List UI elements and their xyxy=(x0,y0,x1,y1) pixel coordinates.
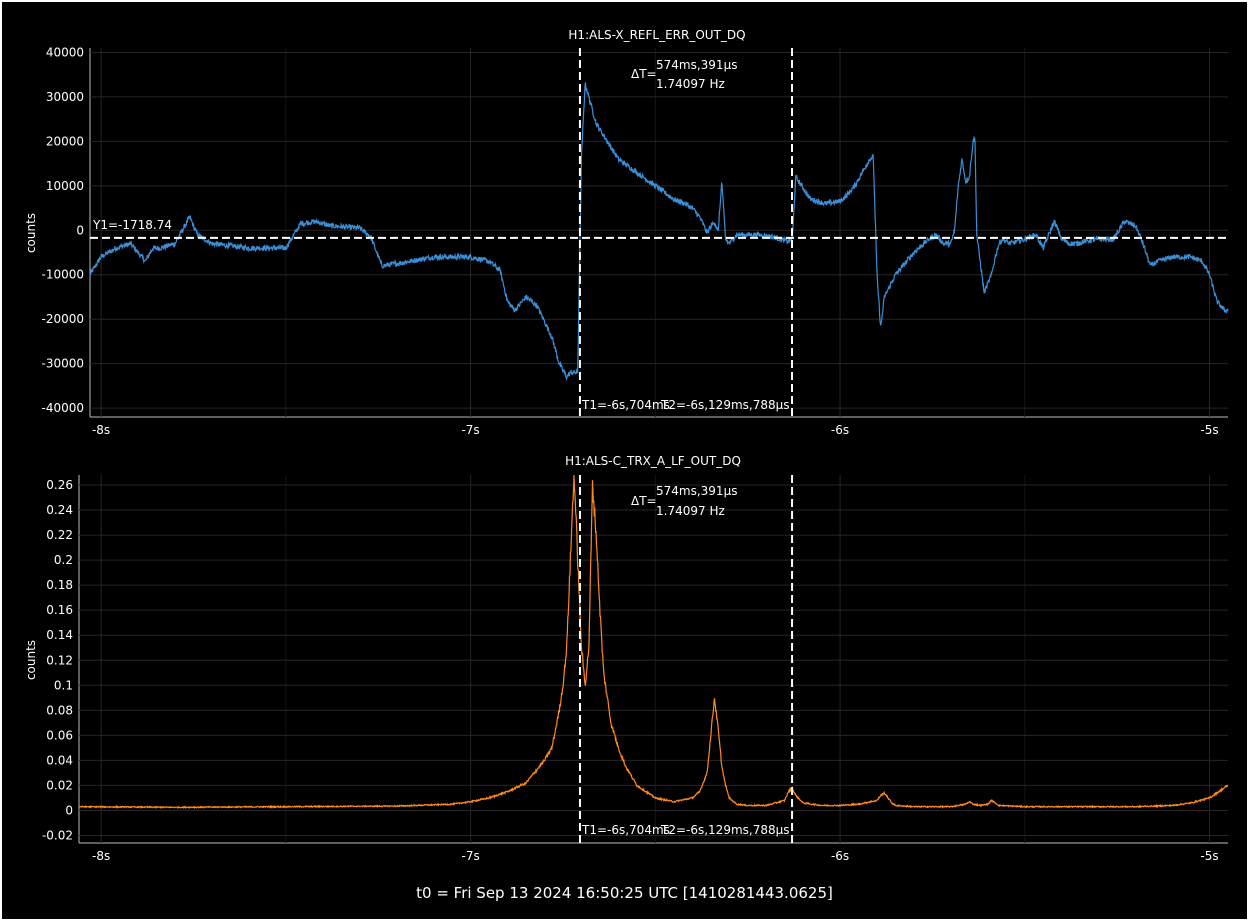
bottom-x-ticks: -8s -7s -6s -5s xyxy=(92,849,1219,863)
top-plot-title: H1:ALS-X_REFL_ERR_OUT_DQ xyxy=(568,28,745,42)
top-x-tick-label: -7s xyxy=(461,423,479,437)
time-reference-footer: t0 = Fri Sep 13 2024 16:50:25 UTC [14102… xyxy=(416,884,833,902)
bottom-delta-freq: 1.74097 Hz xyxy=(656,504,725,518)
bot-y-tick-label: 0.26 xyxy=(46,478,73,492)
bot-y-tick-label: 0.22 xyxy=(46,528,73,542)
top-t2-label: T2=-6s,129ms,788μs xyxy=(660,398,790,412)
top-y-tick-label: 10000 xyxy=(46,179,84,193)
bottom-grid xyxy=(78,475,1228,844)
bot-y-tick-label: 0.16 xyxy=(46,603,73,617)
bot-y-tick-label: 0 xyxy=(65,803,73,817)
top-delta-time: 574ms,391μs xyxy=(656,58,737,72)
bot-y-tick-label: 0.08 xyxy=(46,703,73,717)
bottom-trace-line xyxy=(78,474,1229,810)
bottom-delta-prefix: ΔT= xyxy=(631,494,657,508)
top-x-tick-label: -5s xyxy=(1200,423,1218,437)
bot-x-tick-label: -6s xyxy=(831,849,849,863)
top-y-tick-label: 0 xyxy=(76,223,84,237)
top-y-tick-label: 40000 xyxy=(46,45,84,59)
bot-x-tick-label: -5s xyxy=(1200,849,1218,863)
top-y-tick-label: -30000 xyxy=(41,357,84,371)
bot-y-tick-label: 0.1 xyxy=(54,678,73,692)
bot-y-tick-label: 0.24 xyxy=(46,503,73,517)
bot-x-tick-label: -7s xyxy=(462,849,480,863)
top-y-tick-label: -10000 xyxy=(41,268,84,282)
bottom-y-ticks: -0.02 0 0.02 0.04 0.06 0.08 0.1 0.12 0.14 0.16 0.1… xyxy=(42,478,73,842)
top-y-tick-label: -20000 xyxy=(41,312,84,326)
top-x-ticks: -8s -7s -6s -5s xyxy=(92,423,1219,437)
top-t1-label: T1=-6s,704ms xyxy=(581,398,670,412)
top-y-tick-label: -40000 xyxy=(41,401,84,415)
top-y-axis-label: counts xyxy=(24,213,38,253)
top-trace-line xyxy=(89,82,1229,382)
bot-y-tick-label: 0.02 xyxy=(46,778,73,792)
bottom-t2-label: T2=-6s,129ms,788μs xyxy=(660,823,790,837)
top-grid xyxy=(89,48,1228,418)
bottom-t1-label: T1=-6s,704ms xyxy=(581,823,670,837)
bot-y-tick-label: 0.06 xyxy=(46,728,73,742)
top-y1-label: Y1=-1718.74 xyxy=(92,218,172,232)
bot-y-tick-label: 0.2 xyxy=(54,553,73,567)
bot-y-tick-label: -0.02 xyxy=(42,828,73,842)
top-y-tick-label: 20000 xyxy=(46,134,84,148)
top-x-tick-label: -6s xyxy=(831,423,849,437)
top-delta-prefix: ΔT= xyxy=(631,67,657,81)
bot-y-tick-label: 0.18 xyxy=(46,578,73,592)
bot-y-tick-label: 0.12 xyxy=(46,653,73,667)
top-delta-freq: 1.74097 Hz xyxy=(656,77,725,91)
top-y-tick-label: 30000 xyxy=(46,90,84,104)
top-x-tick-label: -8s xyxy=(92,423,110,437)
bot-y-tick-label: 0.14 xyxy=(46,628,73,642)
bot-x-tick-label: -8s xyxy=(92,849,110,863)
top-y-ticks: -40000 -30000 -20000 -10000 0 10000 20000 30000… xyxy=(41,45,84,415)
bottom-delta-time: 574ms,391μs xyxy=(656,484,737,498)
bottom-plot-title: H1:ALS-C_TRX_A_LF_OUT_DQ xyxy=(565,454,741,468)
bottom-y-axis-label: counts xyxy=(24,640,38,680)
bot-y-tick-label: 0.04 xyxy=(46,753,73,767)
